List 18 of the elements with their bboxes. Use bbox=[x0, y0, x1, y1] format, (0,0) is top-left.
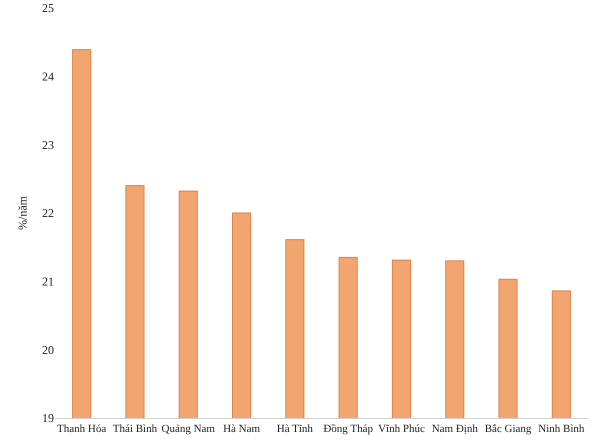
x-tick-label: Đồng Tháp bbox=[323, 423, 374, 436]
x-tick-label: Nam Định bbox=[432, 423, 478, 436]
x-tick-label: Bắc Giang bbox=[484, 423, 532, 436]
x-tick-label: Thanh Hóa bbox=[57, 423, 106, 436]
x-tick-label: Thái Bình bbox=[112, 423, 158, 436]
y-tick-label: 24 bbox=[42, 70, 54, 84]
y-tick-label: 21 bbox=[42, 274, 54, 289]
y-tick-label: 19 bbox=[42, 411, 54, 426]
x-tick-label: Quảng Nam bbox=[162, 423, 216, 436]
y-tick-label: 23 bbox=[42, 138, 54, 152]
y-tick-label: 25 bbox=[42, 1, 54, 16]
x-tick-label: Hà Nam bbox=[223, 423, 260, 436]
x-tick-label: Ninh Bình bbox=[538, 423, 585, 436]
y-axis-title: %/năm bbox=[15, 195, 30, 230]
x-tick-label: Hà Tĩnh bbox=[276, 423, 314, 436]
x-tick-label: Vĩnh Phúc bbox=[378, 423, 425, 436]
y-tick-label: 20 bbox=[42, 342, 54, 357]
y-tick-label: 22 bbox=[42, 206, 54, 220]
